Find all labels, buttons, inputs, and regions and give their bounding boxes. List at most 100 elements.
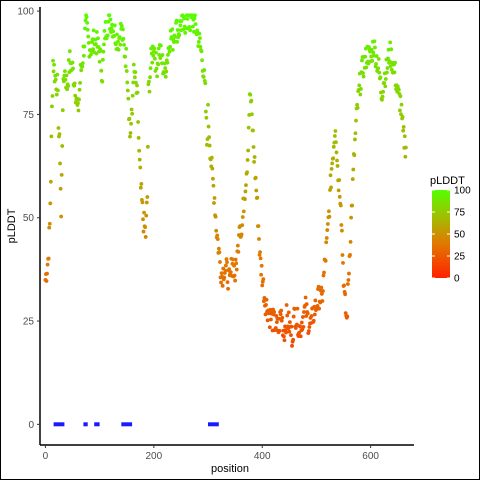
data-point [279, 308, 284, 313]
data-point [347, 271, 351, 276]
data-point [349, 215, 354, 220]
data-point [335, 164, 340, 168]
data-point [109, 26, 114, 31]
data-point [95, 30, 99, 34]
data-point [330, 161, 335, 166]
data-point [97, 59, 102, 64]
data-point [50, 104, 54, 109]
data-point [217, 250, 222, 255]
data-point [154, 50, 158, 55]
data-point [279, 318, 284, 323]
data-point [227, 267, 232, 271]
data-point [79, 68, 84, 73]
data-point [226, 286, 230, 291]
data-point [72, 81, 77, 86]
data-point [144, 200, 149, 205]
data-point [355, 106, 360, 110]
data-point [313, 298, 318, 303]
data-point [321, 289, 325, 293]
data-point [355, 102, 359, 107]
data-point [51, 58, 55, 63]
data-point [53, 77, 58, 82]
data-point [287, 320, 292, 325]
data-point [177, 33, 182, 38]
data-point [342, 283, 346, 288]
y-tick-label: 0 [28, 420, 34, 431]
data-point [225, 260, 229, 265]
data-point [133, 70, 138, 75]
data-point [196, 40, 201, 44]
data-point [54, 92, 59, 97]
data-point [138, 185, 143, 190]
data-point [122, 42, 126, 47]
data-point [307, 325, 312, 329]
data-point [170, 47, 175, 52]
data-point [321, 273, 326, 278]
data-point [128, 134, 132, 139]
legend-tick-label: 50 [454, 230, 466, 241]
data-point [143, 235, 148, 239]
data-point [381, 89, 385, 94]
data-point [235, 243, 240, 248]
data-point [144, 213, 149, 218]
data-point [80, 61, 85, 66]
data-point [286, 310, 291, 315]
data-point [224, 263, 228, 268]
data-point [135, 83, 139, 88]
data-point [250, 112, 254, 117]
data-point [340, 253, 345, 257]
data-point [348, 240, 353, 244]
data-point [273, 326, 278, 330]
data-point [175, 28, 180, 32]
data-point [124, 46, 129, 51]
data-point [282, 338, 287, 343]
data-point [100, 79, 105, 84]
data-point [192, 16, 197, 21]
data-point [333, 129, 338, 133]
data-point [240, 215, 245, 219]
data-point [327, 214, 332, 219]
data-point [142, 210, 146, 215]
data-point [290, 343, 294, 348]
data-point [352, 153, 357, 158]
data-point [374, 62, 378, 66]
data-point [222, 275, 227, 280]
data-point [319, 285, 324, 290]
data-point [339, 223, 344, 227]
data-point [380, 97, 384, 102]
data-point [182, 16, 187, 21]
data-point [57, 132, 62, 137]
data-point [210, 166, 215, 171]
data-point [178, 23, 183, 28]
data-point [193, 13, 197, 18]
data-point [353, 131, 358, 136]
data-point [45, 271, 49, 276]
data-point [348, 253, 352, 257]
data-point [211, 183, 216, 188]
data-point [219, 280, 223, 285]
data-point [102, 42, 106, 47]
data-point [169, 35, 174, 39]
data-point [124, 69, 129, 73]
data-point [403, 154, 408, 159]
data-point [64, 73, 69, 78]
data-point [121, 36, 126, 41]
data-point [306, 329, 311, 333]
data-point [51, 69, 56, 74]
data-point [52, 62, 56, 67]
data-point [160, 53, 165, 57]
data-point [170, 27, 175, 32]
data-point [63, 77, 68, 82]
legend-title: pLDDT [430, 175, 465, 187]
data-point [322, 270, 326, 275]
data-point [289, 324, 294, 329]
data-point [245, 170, 249, 175]
data-point [140, 200, 145, 205]
data-point [168, 44, 172, 49]
data-point [251, 145, 256, 149]
data-point [155, 74, 159, 79]
data-point [325, 222, 330, 226]
data-point [225, 280, 230, 285]
data-point [254, 188, 259, 193]
